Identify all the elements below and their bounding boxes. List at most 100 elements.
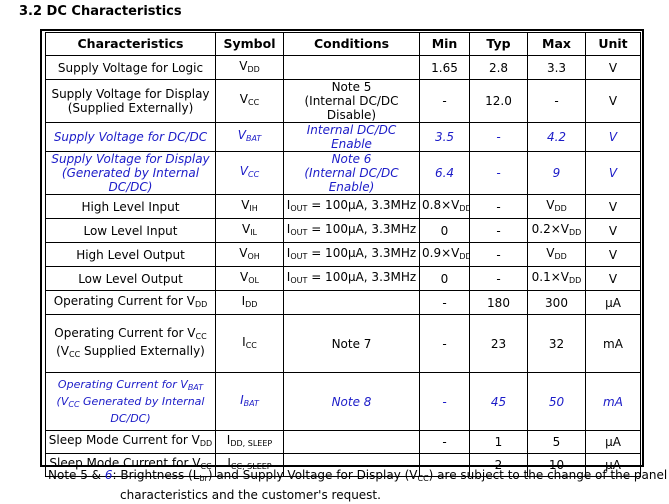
condition-cell bbox=[283, 290, 420, 315]
condition-cell bbox=[283, 55, 420, 80]
min-cell: - bbox=[419, 314, 470, 373]
dc-characteristics-table: Characteristics Symbol Conditions Min Ty… bbox=[45, 32, 641, 477]
symbol-cell: VIH bbox=[215, 194, 284, 219]
condition-cell: Note 5 (Internal DC/DC Disable) bbox=[283, 79, 420, 123]
condition-cell bbox=[283, 430, 420, 454]
max-cell: 0.2×VDD bbox=[527, 218, 586, 243]
max-cell: 32 bbox=[527, 314, 586, 373]
characteristic-cell: Supply Voltage for Display (Supplied Exte… bbox=[45, 79, 216, 123]
characteristic-cell: Operating Current for VCC (VCC Supplied E… bbox=[45, 314, 216, 373]
condition-cell: IOUT = 100μA, 3.3MHz bbox=[283, 242, 420, 267]
unit-cell: mA bbox=[585, 372, 641, 431]
max-cell: VDD bbox=[527, 242, 586, 267]
typ-cell: 45 bbox=[469, 372, 528, 431]
characteristic-cell: High Level Output bbox=[45, 242, 216, 267]
symbol-cell: VBAT bbox=[215, 122, 284, 152]
characteristic-cell: Operating Current for VDD bbox=[45, 290, 216, 315]
condition-cell: Note 6 (Internal DC/DC Enable) bbox=[283, 151, 420, 195]
symbol-cell: VCC bbox=[215, 151, 284, 195]
max-cell: 4.2 bbox=[527, 122, 586, 152]
max-cell: 300 bbox=[527, 290, 586, 315]
min-cell: 0.8×VDD bbox=[419, 194, 470, 219]
max-cell: 50 bbox=[527, 372, 586, 431]
characteristic-cell: Low Level Output bbox=[45, 266, 216, 291]
unit-cell: μA bbox=[585, 453, 641, 477]
unit-cell: V bbox=[585, 242, 641, 267]
characteristic-cell: Supply Voltage for Logic bbox=[45, 55, 216, 80]
unit-cell: V bbox=[585, 194, 641, 219]
characteristic-cell: Supply Voltage for Display (Generated by … bbox=[45, 151, 216, 195]
min-cell: 3.5 bbox=[419, 122, 470, 152]
condition-cell: IOUT = 100μA, 3.3MHz bbox=[283, 266, 420, 291]
unit-cell: V bbox=[585, 79, 641, 123]
condition-cell: Note 8 bbox=[283, 372, 420, 431]
min-cell: 0 bbox=[419, 266, 470, 291]
table-row: High Level Input VIH IOUT = 100μA, 3.3MH… bbox=[45, 194, 641, 219]
typ-cell: - bbox=[469, 151, 528, 195]
symbol-cell: ICC, SLEEP bbox=[215, 453, 284, 477]
condition-cell bbox=[283, 453, 420, 477]
characteristic-cell: Sleep Mode Current for VCC bbox=[45, 453, 216, 477]
max-cell: 0.1×VDD bbox=[527, 266, 586, 291]
min-cell: - bbox=[419, 430, 470, 454]
max-cell: 10 bbox=[527, 453, 586, 477]
header-symbol: Symbol bbox=[215, 32, 284, 56]
symbol-cell: ICC bbox=[215, 314, 284, 373]
symbol-cell: VOH bbox=[215, 242, 284, 267]
footnote: Note 5 & 6: Brightness (Lbr) and Supply … bbox=[48, 468, 668, 502]
header-row: Characteristics Symbol Conditions Min Ty… bbox=[45, 32, 641, 56]
unit-cell: V bbox=[585, 151, 641, 195]
min-cell: 6.4 bbox=[419, 151, 470, 195]
min-cell: 1.65 bbox=[419, 55, 470, 80]
characteristic-cell: Operating Current for VBAT (VCC Generated… bbox=[45, 372, 216, 431]
symbol-cell: VIL bbox=[215, 218, 284, 243]
symbol-cell: VOL bbox=[215, 266, 284, 291]
table-row: High Level Output VOH IOUT = 100μA, 3.3M… bbox=[45, 242, 641, 267]
max-cell: - bbox=[527, 79, 586, 123]
unit-cell: μA bbox=[585, 430, 641, 454]
typ-cell: - bbox=[469, 218, 528, 243]
unit-cell: V bbox=[585, 55, 641, 80]
max-cell: 3.3 bbox=[527, 55, 586, 80]
table-row: Low Level Input VIL IOUT = 100μA, 3.3MHz… bbox=[45, 218, 641, 243]
typ-cell: - bbox=[469, 266, 528, 291]
table-row: Supply Voltage for Display (Generated by … bbox=[45, 151, 641, 195]
max-cell: VDD bbox=[527, 194, 586, 219]
unit-cell: V bbox=[585, 218, 641, 243]
min-cell: - bbox=[419, 290, 470, 315]
characteristic-cell: Low Level Input bbox=[45, 218, 216, 243]
typ-cell: 2 bbox=[469, 453, 528, 477]
header-unit: Unit bbox=[585, 32, 641, 56]
symbol-cell: IDD, SLEEP bbox=[215, 430, 284, 454]
unit-cell: mA bbox=[585, 314, 641, 373]
typ-cell: - bbox=[469, 122, 528, 152]
symbol-cell: IDD bbox=[215, 290, 284, 315]
min-cell: 0.9×VDD bbox=[419, 242, 470, 267]
header-min: Min bbox=[419, 32, 470, 56]
typ-cell: 2.8 bbox=[469, 55, 528, 80]
table-row: Sleep Mode Current for VCC ICC, SLEEP - … bbox=[45, 453, 641, 477]
table-row: Supply Voltage for DC/DC VBAT Internal D… bbox=[45, 122, 641, 152]
symbol-cell: IBAT bbox=[215, 372, 284, 431]
symbol-cell: VCC bbox=[215, 79, 284, 123]
table-row: Supply Voltage for Display (Supplied Exte… bbox=[45, 79, 641, 123]
typ-cell: 1 bbox=[469, 430, 528, 454]
min-cell: - bbox=[419, 372, 470, 431]
min-cell: 0 bbox=[419, 218, 470, 243]
table-row: Low Level Output VOL IOUT = 100μA, 3.3MH… bbox=[45, 266, 641, 291]
unit-cell: V bbox=[585, 266, 641, 291]
typ-cell: - bbox=[469, 242, 528, 267]
table-row: Operating Current for VDD IDD - 180 300 … bbox=[45, 290, 641, 315]
typ-cell: - bbox=[469, 194, 528, 219]
symbol-cell: VDD bbox=[215, 55, 284, 80]
condition-cell: IOUT = 100μA, 3.3MHz bbox=[283, 218, 420, 243]
typ-cell: 12.0 bbox=[469, 79, 528, 123]
characteristic-cell: Supply Voltage for DC/DC bbox=[45, 122, 216, 152]
table-row: Supply Voltage for Logic VDD 1.65 2.8 3.… bbox=[45, 55, 641, 80]
section-title: 3.2 DC Characteristics bbox=[19, 4, 182, 19]
condition-cell: IOUT = 100μA, 3.3MHz bbox=[283, 194, 420, 219]
max-cell: 9 bbox=[527, 151, 586, 195]
table-row: Operating Current for VBAT (VCC Generated… bbox=[45, 372, 641, 431]
characteristic-cell: Sleep Mode Current for VDD bbox=[45, 430, 216, 454]
min-cell: - bbox=[419, 79, 470, 123]
